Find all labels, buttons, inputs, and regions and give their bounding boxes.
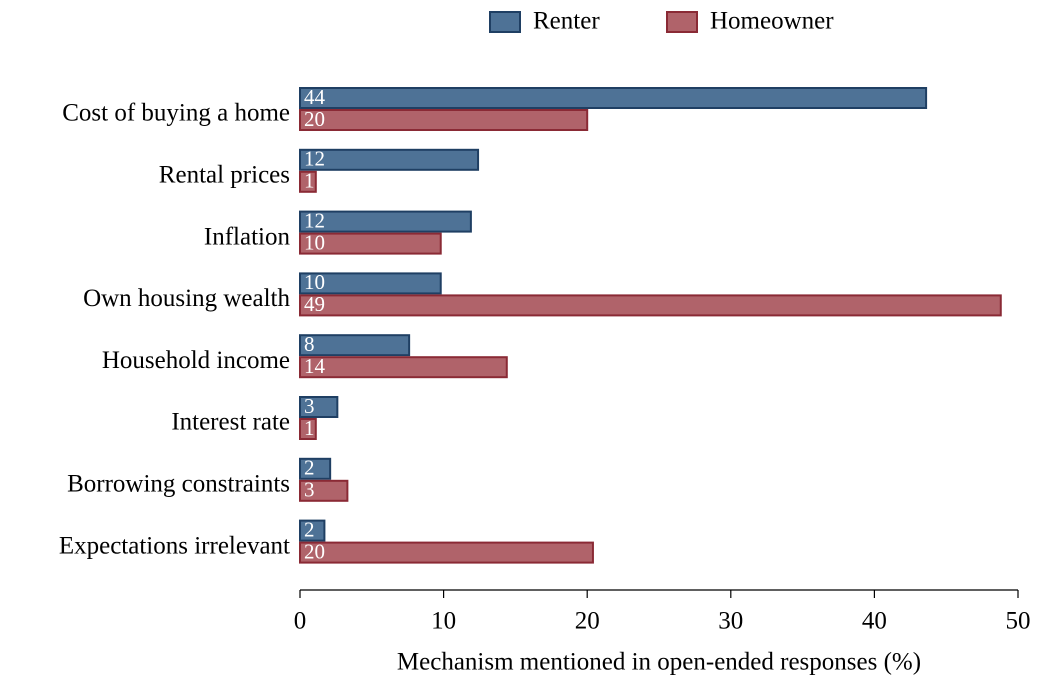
- y-tick-label: Interest rate: [171, 409, 290, 436]
- bar: [299, 170, 317, 193]
- legend-label: Homeowner: [710, 8, 834, 35]
- y-tick-label: Own housing wealth: [83, 285, 290, 312]
- value-label: 49: [304, 292, 325, 316]
- bar: [299, 457, 332, 480]
- value-label: 44: [304, 85, 326, 109]
- bar: [299, 210, 472, 233]
- value-label: 10: [304, 230, 325, 254]
- value-label: 3: [304, 394, 315, 418]
- value-label: 10: [304, 270, 325, 294]
- bar: [299, 396, 339, 418]
- y-tick-label: Rental prices: [159, 162, 290, 189]
- bar: [299, 148, 480, 171]
- bar: [299, 294, 1002, 317]
- x-tick-label: 20: [575, 608, 600, 635]
- value-label: 20: [304, 107, 325, 131]
- value-label: 3: [304, 478, 315, 502]
- bar: [299, 519, 326, 542]
- x-axis-label: Mechanism mentioned in open-ended respon…: [397, 649, 921, 676]
- value-label: 12: [304, 208, 325, 232]
- bar: [299, 232, 442, 255]
- value-label: 1: [304, 169, 315, 193]
- y-tick-label: Borrowing constraints: [67, 471, 290, 498]
- x-tick-label: 10: [431, 608, 456, 635]
- value-label: 2: [304, 456, 315, 480]
- x-tick-label: 0: [294, 608, 307, 635]
- legend-swatch: [666, 11, 698, 33]
- x-tick-label: 30: [718, 608, 743, 635]
- y-tick-label: Household income: [102, 347, 290, 374]
- value-label: 2: [304, 517, 315, 541]
- value-label: 14: [304, 354, 326, 378]
- legend-swatch: [489, 11, 521, 33]
- y-tick-label: Inflation: [204, 223, 291, 250]
- bar: [299, 541, 594, 564]
- bar: [299, 356, 508, 379]
- bar: [299, 334, 411, 357]
- bar: [299, 418, 317, 440]
- bar: [299, 272, 442, 295]
- bar: [299, 109, 589, 131]
- x-tick-label: 50: [1006, 608, 1031, 635]
- value-label: 1: [304, 416, 315, 440]
- bar: [299, 479, 349, 502]
- value-label: 20: [304, 539, 325, 563]
- legend-label: Renter: [533, 8, 600, 35]
- value-label: 8: [304, 332, 315, 356]
- bar: [299, 87, 928, 109]
- x-tick-label: 40: [862, 608, 887, 635]
- y-tick-label: Cost of buying a home: [62, 100, 290, 127]
- value-label: 12: [304, 147, 325, 171]
- y-tick-label: Expectations irrelevant: [59, 532, 290, 559]
